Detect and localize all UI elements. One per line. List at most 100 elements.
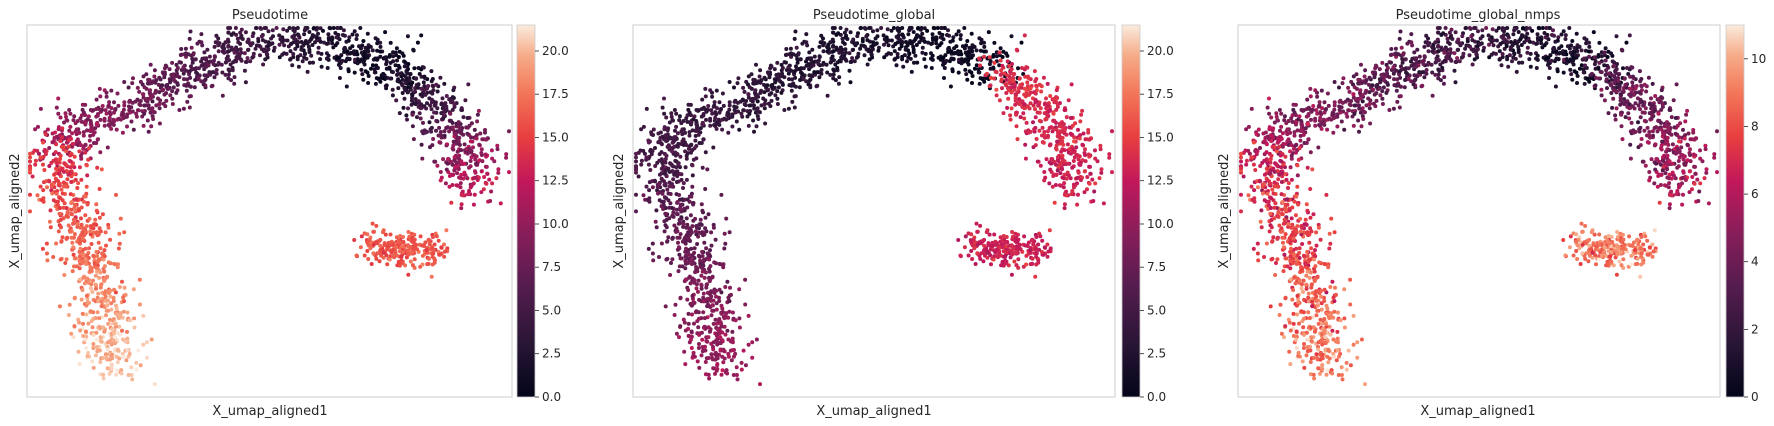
scatter-point (337, 76, 342, 80)
scatter-point (737, 127, 742, 132)
scatter-point (375, 37, 380, 42)
scatter-point (429, 107, 434, 112)
scatter-point (68, 111, 73, 116)
scatter-point (1054, 127, 1059, 132)
scatter-point (1007, 88, 1012, 93)
scatter-point (749, 97, 754, 102)
scatter-point (1001, 49, 1006, 54)
scatter-point (988, 83, 993, 88)
scatter-point (244, 59, 249, 64)
scatter-point (286, 44, 291, 49)
scatter-point (399, 240, 403, 245)
scatter-point (326, 57, 331, 62)
scatter-point (644, 106, 649, 111)
scatter-point (432, 159, 437, 164)
scatter-point (696, 253, 701, 258)
scatter-point (840, 36, 845, 41)
scatter-point (665, 239, 670, 244)
scatter-point (86, 157, 91, 162)
scatter-point (683, 130, 688, 135)
scatter-point (67, 138, 72, 142)
scatter-point (451, 96, 456, 100)
scatter-point (359, 67, 364, 72)
scatter-point (116, 262, 120, 267)
scatter-point (483, 130, 487, 135)
scatter-point (384, 83, 389, 88)
scatter-point (723, 314, 728, 319)
scatter-point (654, 208, 659, 213)
scatter-point (817, 54, 822, 59)
scatter-point (726, 130, 731, 135)
scatter-point (801, 76, 806, 81)
scatter-point (226, 67, 231, 72)
panel-2: Pseudotime_global X_umap_aligned1 X_umap… (612, 8, 1174, 419)
scatter-point (659, 166, 664, 171)
scatter-point (1525, 45, 1530, 50)
scatter-point (453, 131, 458, 136)
scatter-point (432, 110, 437, 115)
scatter-point (763, 121, 768, 126)
scatter-point (429, 274, 434, 279)
scatter-point (701, 105, 706, 110)
scatter-point (418, 234, 423, 239)
scatter-point (187, 105, 192, 110)
scatter-point (71, 245, 76, 250)
scatter-point (959, 61, 964, 66)
scatter-point (701, 137, 706, 142)
scatter-point (746, 123, 751, 128)
scatter-point (667, 216, 672, 221)
scatter-point (408, 87, 413, 92)
scatter-point (77, 266, 82, 271)
scatter-point (71, 252, 76, 257)
scatter-point (1034, 137, 1039, 141)
scatter-point (192, 85, 197, 90)
scatter-point (109, 367, 114, 371)
scatter-point (96, 291, 101, 296)
scatter-point (84, 346, 89, 350)
scatter-point (102, 248, 107, 253)
scatter-point (1062, 159, 1067, 164)
scatter-point (1325, 91, 1330, 96)
scatter-point (400, 83, 405, 88)
scatter-point (976, 70, 981, 75)
scatter-point (105, 303, 110, 308)
scatter-point (773, 79, 778, 84)
scatter-point (498, 201, 503, 206)
scatter-point (335, 26, 340, 30)
scatter-point (408, 72, 413, 76)
scatter-point (1465, 39, 1470, 44)
scatter-point (700, 345, 705, 349)
scatter-point (177, 108, 182, 112)
scatter-point (410, 238, 415, 243)
scatter-point (475, 112, 480, 117)
scatter-point (170, 89, 175, 94)
scatter-point (456, 167, 461, 172)
scatter-point (1087, 164, 1092, 169)
scatter-point (674, 331, 679, 336)
scatter-point (1033, 274, 1038, 279)
scatter-point (728, 285, 732, 290)
scatter-point (149, 80, 154, 85)
scatter-point (141, 74, 146, 79)
scatter-point (451, 143, 456, 148)
scatter-point (131, 287, 136, 292)
scatter-point (123, 292, 128, 297)
scatter-point (404, 255, 409, 260)
scatter-point (824, 62, 829, 67)
scatter-point (406, 230, 411, 234)
scatter-point (1457, 59, 1462, 64)
scatter-point (1351, 123, 1356, 128)
scatter-point (1448, 47, 1453, 52)
scatter-point (388, 76, 393, 81)
scatter-point (1309, 117, 1313, 122)
scatter-point (819, 68, 824, 72)
scatter-point (184, 68, 189, 73)
scatter-point (1034, 77, 1039, 81)
scatter-point (58, 115, 63, 120)
scatter-point (913, 37, 918, 42)
scatter-point (435, 163, 440, 168)
scatter-point (66, 313, 71, 317)
scatter-point (747, 103, 752, 108)
scatter-point (404, 77, 409, 82)
scatter-point (91, 316, 96, 321)
